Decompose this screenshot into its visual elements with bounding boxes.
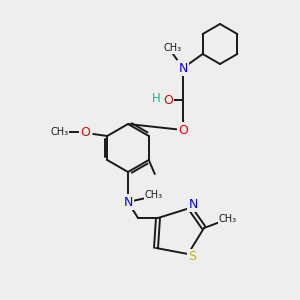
Text: O: O [163,94,173,106]
Text: CH₃: CH₃ [164,43,182,53]
Text: CH₃: CH₃ [145,190,163,200]
Text: N: N [188,197,198,211]
Text: O: O [178,124,188,136]
Text: O: O [80,125,90,139]
Text: H: H [152,92,161,106]
Text: CH₃: CH₃ [50,127,68,137]
Text: N: N [178,61,188,74]
Text: N: N [123,196,133,208]
Text: CH₃: CH₃ [219,214,237,224]
Text: S: S [188,250,196,263]
